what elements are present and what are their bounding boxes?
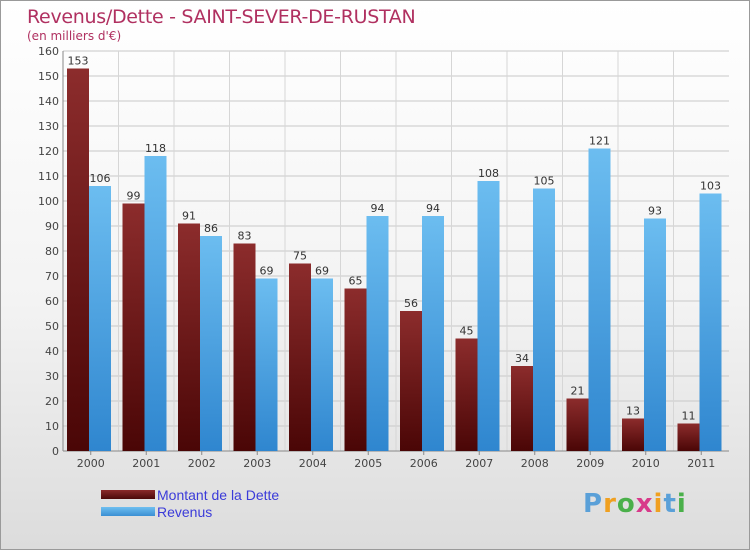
x-tick-label-2001: 2001 <box>132 457 160 470</box>
data-label-debt-2005: 65 <box>349 275 363 288</box>
proxiti-logo: Proxiti <box>583 489 687 519</box>
bar-revenus-2003 <box>255 278 278 451</box>
data-label-debt-2007: 45 <box>460 325 474 338</box>
bar-revenus-2008 <box>533 188 555 451</box>
bar-debt-2001 <box>122 203 145 451</box>
y-tick-label-30: 30 <box>45 370 59 383</box>
bar-revenus-2005 <box>366 216 389 451</box>
axes: 0 10 20 30 40 50 60 70 80 90 100 110 120 130 140 150 160… <box>38 45 729 470</box>
bar-debt-2000 <box>67 68 89 451</box>
logo-letter: t <box>663 489 677 519</box>
data-label-debt-2000: 153 <box>68 55 89 68</box>
y-tick-label-140: 140 <box>38 95 59 108</box>
y-tick-label-0: 0 <box>52 445 59 458</box>
data-label-debt-2006: 56 <box>404 297 418 310</box>
data-label-debt-2001: 99 <box>127 190 141 203</box>
legend-label-revenus: Revenus <box>157 504 213 520</box>
x-tick-label-2005: 2005 <box>354 457 382 470</box>
bar-debt-2009 <box>566 398 589 451</box>
logo-letter: o <box>616 489 636 519</box>
legend-swatch-debt <box>101 490 155 499</box>
data-label-revenus-2008: 105 <box>534 175 555 188</box>
legend-label-debt: Montant de la Dette <box>157 487 280 503</box>
x-tick-label-2000: 2000 <box>77 457 105 470</box>
y-tick-label-130: 130 <box>38 120 59 133</box>
data-label-revenus-2009: 121 <box>589 135 610 148</box>
y-tick-label-60: 60 <box>45 295 59 308</box>
bar-debt-2005 <box>344 288 367 451</box>
gridlines <box>62 50 729 452</box>
chart-subtitle: (en milliers d'€) <box>27 29 122 43</box>
data-labels: 153 106 99 118 91 86 83 69 75 69 65 94 56 94 45 108 34 10… <box>68 55 722 423</box>
y-tick-label-20: 20 <box>45 395 59 408</box>
bar-debt-2003 <box>233 243 256 451</box>
x-tick-label-2011: 2011 <box>687 457 715 470</box>
logo-letter: x <box>635 489 654 519</box>
y-tick-label-10: 10 <box>45 420 59 433</box>
x-tick-label-2007: 2007 <box>465 457 493 470</box>
y-tick-label-150: 150 <box>38 70 59 83</box>
data-label-revenus-2000: 106 <box>90 172 111 185</box>
x-tick-label-2010: 2010 <box>632 457 660 470</box>
bar-debt-2004 <box>289 263 311 451</box>
logo-letter: P <box>583 489 604 519</box>
data-label-debt-2009: 21 <box>571 385 585 398</box>
x-tick-label-2006: 2006 <box>410 457 438 470</box>
data-label-revenus-2001: 118 <box>145 142 166 155</box>
x-tick-label-2003: 2003 <box>243 457 271 470</box>
bars <box>67 68 722 451</box>
y-tick-label-100: 100 <box>38 195 59 208</box>
bar-revenus-2009 <box>588 148 611 451</box>
y-tick-label-120: 120 <box>38 145 59 158</box>
logo-letter: i <box>676 489 687 519</box>
y-tick-label-90: 90 <box>45 220 59 233</box>
bar-revenus-2010 <box>644 218 666 451</box>
data-label-revenus-2007: 108 <box>478 167 499 180</box>
bar-revenus-2007 <box>477 181 500 451</box>
bar-debt-2008 <box>511 366 533 451</box>
data-label-revenus-2011: 103 <box>700 180 721 193</box>
data-label-debt-2008: 34 <box>515 352 529 365</box>
logo-letter: r <box>603 489 617 519</box>
bar-revenus-2006 <box>422 216 444 451</box>
data-label-revenus-2004: 69 <box>315 265 329 278</box>
logo-letter: i <box>653 489 664 519</box>
data-label-debt-2002: 91 <box>182 210 196 223</box>
bar-debt-2010 <box>622 418 644 451</box>
bar-debt-2011 <box>677 423 700 451</box>
data-label-debt-2011: 11 <box>682 410 696 423</box>
x-tick-label-2004: 2004 <box>299 457 327 470</box>
y-tick-label-40: 40 <box>45 345 59 358</box>
data-label-debt-2003: 83 <box>238 230 252 243</box>
bar-debt-2007 <box>455 338 478 451</box>
bar-revenus-2004 <box>311 278 333 451</box>
x-tick-label-2002: 2002 <box>188 457 216 470</box>
data-label-revenus-2005: 94 <box>371 202 385 215</box>
bar-revenus-2000 <box>89 186 111 451</box>
bar-revenus-2002 <box>200 236 222 451</box>
y-tick-label-110: 110 <box>38 170 59 183</box>
data-label-revenus-2002: 86 <box>204 222 218 235</box>
x-tick-label-2008: 2008 <box>521 457 549 470</box>
data-label-revenus-2006: 94 <box>426 202 440 215</box>
y-tick-label-80: 80 <box>45 245 59 258</box>
x-tick-label-2009: 2009 <box>576 457 604 470</box>
chart-title: Revenus/Dette - SAINT-SEVER-DE-RUSTAN <box>27 6 416 28</box>
y-tick-label-160: 160 <box>38 45 59 58</box>
data-label-revenus-2003: 69 <box>260 265 274 278</box>
bar-debt-2002 <box>178 223 200 451</box>
data-label-debt-2010: 13 <box>626 405 640 418</box>
data-label-revenus-2010: 93 <box>648 205 662 218</box>
legend-swatch-revenus <box>101 507 155 516</box>
bar-revenus-2011 <box>699 193 722 451</box>
data-label-debt-2004: 75 <box>293 250 307 263</box>
bar-debt-2006 <box>400 311 422 451</box>
y-tick-label-50: 50 <box>45 320 59 333</box>
bar-revenus-2001 <box>144 156 167 451</box>
y-tick-label-70: 70 <box>45 270 59 283</box>
